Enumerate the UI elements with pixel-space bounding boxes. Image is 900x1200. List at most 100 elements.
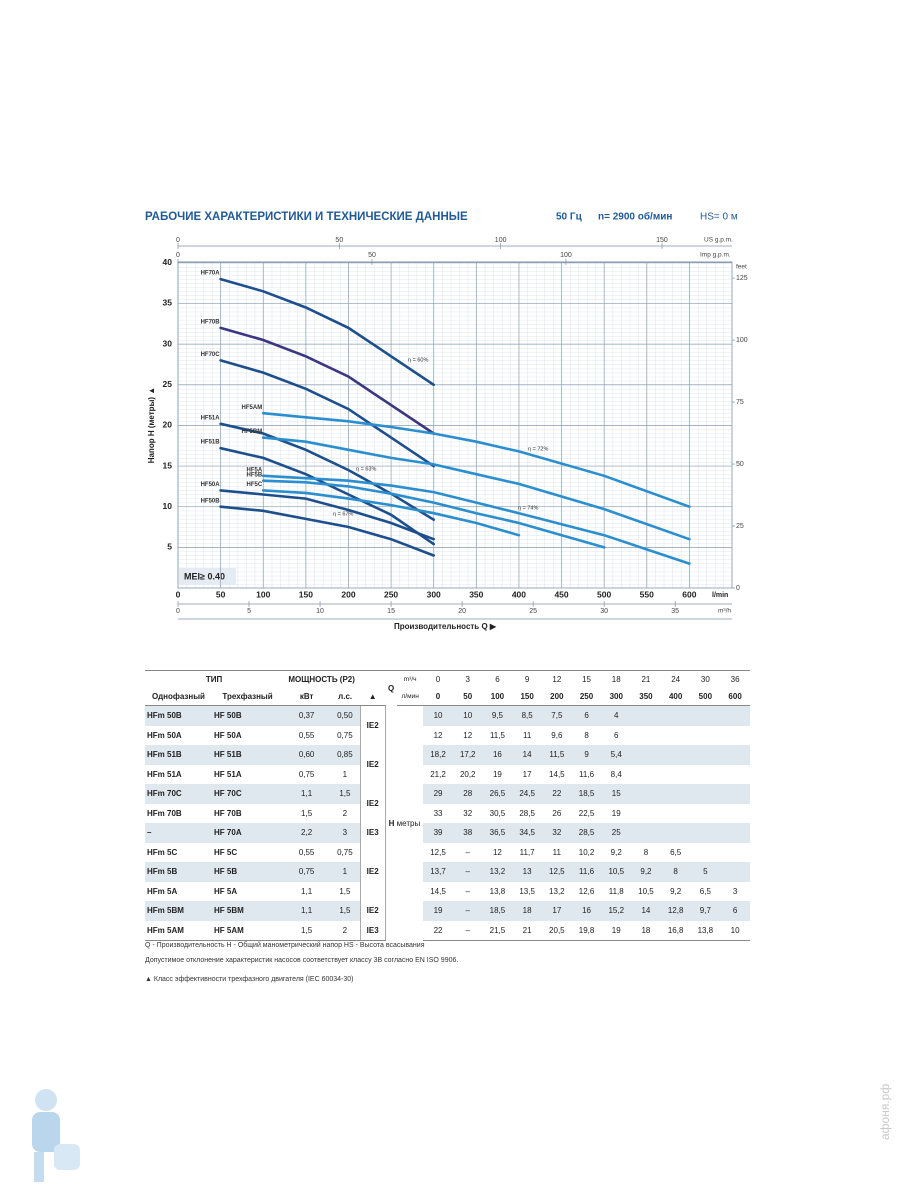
cell: 6 — [571, 705, 602, 726]
cell: 22 — [541, 784, 572, 804]
table-row: HFm 5A HF 5A 1,1 1,5 14,5 – 13,8 13,5 13,2 12,6 11… — [145, 882, 750, 902]
cell: IE2 — [359, 784, 386, 823]
header-cell: 50 — [452, 688, 483, 706]
cell — [631, 765, 661, 785]
cell: 12 — [463, 730, 473, 740]
cell — [691, 765, 721, 785]
cell: 22 — [423, 920, 453, 941]
header-cell: 200 — [541, 688, 572, 706]
x-tick-label: 600 — [682, 589, 696, 599]
cell: 13,5 — [519, 886, 535, 896]
cell — [720, 726, 750, 746]
curve-label: HF5AM — [242, 405, 263, 411]
cell: 0,75 — [298, 769, 315, 779]
cell: 1 — [342, 769, 348, 779]
header-cell: 6 — [482, 670, 513, 688]
header-cell: МОЩНОСТЬ (P2) — [283, 670, 361, 688]
plot-area — [177, 261, 733, 589]
cell: 2,2 — [283, 823, 331, 843]
cell: HF 51A — [214, 769, 242, 779]
cell: 1,1 — [283, 784, 331, 804]
cell: 13,8 — [690, 920, 721, 941]
header-cell: 18 — [601, 670, 632, 688]
cell: IE2 — [359, 745, 386, 784]
header-row: Однофазный Трехфазный кВт л.с. ▲ л/мин 0 50 100 1… — [145, 688, 750, 706]
cell: 16 — [482, 745, 513, 765]
table-row: HFm 5B HF 5B 0,75 1 13,7–13,2 13 12,5 11,6 10,5 9… — [145, 862, 750, 882]
cell: 25 — [601, 823, 632, 843]
cell: HFm 5AM — [145, 920, 213, 941]
tick-label: 50 — [736, 461, 744, 468]
cell: 12,6 — [578, 886, 595, 896]
cell: 15,2 — [601, 901, 632, 921]
h-unit: метры — [396, 818, 421, 828]
cell: HFm 5A — [147, 886, 178, 896]
cell: 36,5 — [482, 823, 513, 843]
y-tick-label: 5 — [167, 542, 172, 552]
header-cell: кВт — [283, 688, 331, 706]
cell: 13,7 — [423, 862, 453, 882]
tick-label: 35 — [671, 608, 679, 615]
cell: 0,85 — [330, 745, 361, 765]
table-row: HFm 70C HF 70C 1,1 1,5 IE2 29 28 26,5 24,5 22 18,5… — [145, 784, 750, 823]
cell: 9,6 — [551, 730, 563, 740]
cell: 32 — [463, 808, 473, 818]
cell: 1,1 — [301, 886, 313, 896]
cell: HF 70C — [212, 784, 284, 804]
cell: HFm 51A — [147, 769, 182, 779]
header-cell: л.с. — [330, 688, 361, 706]
cell — [720, 705, 750, 726]
cell: HF 51B — [212, 745, 284, 765]
header-cell: 500 — [690, 688, 721, 706]
cell: HF 70A — [212, 823, 284, 843]
cell: 6 — [720, 901, 750, 921]
header-cell: 150 — [512, 688, 542, 706]
chart: РАБОЧИЕ ХАРАКТЕРИСТИКИ И ТЕХНИЧЕСКИЕ ДАН… — [145, 211, 748, 631]
note-legend: Q - Производительность H - Общий маномет… — [145, 942, 425, 949]
efficiency-note: η = 72% — [528, 446, 548, 452]
cell: 21 — [512, 920, 542, 941]
cell: 6,5 — [699, 886, 711, 896]
cell: IE3 — [359, 823, 386, 843]
cell: 1,5 — [339, 886, 351, 896]
cell: 5,4 — [601, 745, 632, 765]
cell: HF 5B — [212, 862, 284, 882]
cell — [631, 705, 661, 726]
cell: 10 — [452, 705, 483, 726]
tick-label: 5 — [247, 608, 251, 615]
cell: 11,5 — [541, 745, 572, 765]
x-tick-label: 400 — [512, 589, 526, 599]
header-cell: 3 — [452, 670, 483, 688]
cell: 0,75 — [337, 847, 353, 857]
cell: – — [465, 847, 470, 857]
y-tick-label: 25 — [163, 379, 173, 389]
cell: 10 — [423, 705, 453, 726]
cell: IE3 — [359, 920, 386, 941]
curve — [219, 277, 435, 387]
header-cell: 350 — [631, 688, 661, 706]
header-cell: л/мин — [397, 688, 424, 706]
cell: 18,2 — [423, 745, 453, 765]
cell: 10,5 — [601, 862, 632, 882]
cell: 14,5 — [549, 769, 565, 779]
frequency: 50 Гц — [556, 212, 583, 223]
cell: 13,2 — [549, 886, 565, 896]
cell: 1,5 — [301, 808, 313, 818]
cell: 10,5 — [638, 886, 654, 896]
cell: 9,2 — [670, 886, 682, 896]
cell: 33 — [433, 808, 443, 818]
tick-label: 10 — [316, 608, 324, 615]
cell: 1,5 — [283, 920, 331, 941]
x-tick-label: 300 — [427, 589, 441, 599]
cell: HF 5AM — [212, 920, 284, 941]
curve-label: HF5BM — [242, 429, 263, 435]
cell: 0,55 — [298, 847, 315, 857]
table-row: HFm 70B HF 70B 1,5 2 33 32 30,5 28,5 26 22,5 19 — [145, 804, 750, 824]
cell — [720, 804, 750, 824]
cell: 10,2 — [578, 847, 595, 857]
cell: 30,5 — [489, 808, 506, 818]
cell: 0,37 — [283, 705, 331, 726]
header-cell: ▲ — [360, 688, 386, 706]
